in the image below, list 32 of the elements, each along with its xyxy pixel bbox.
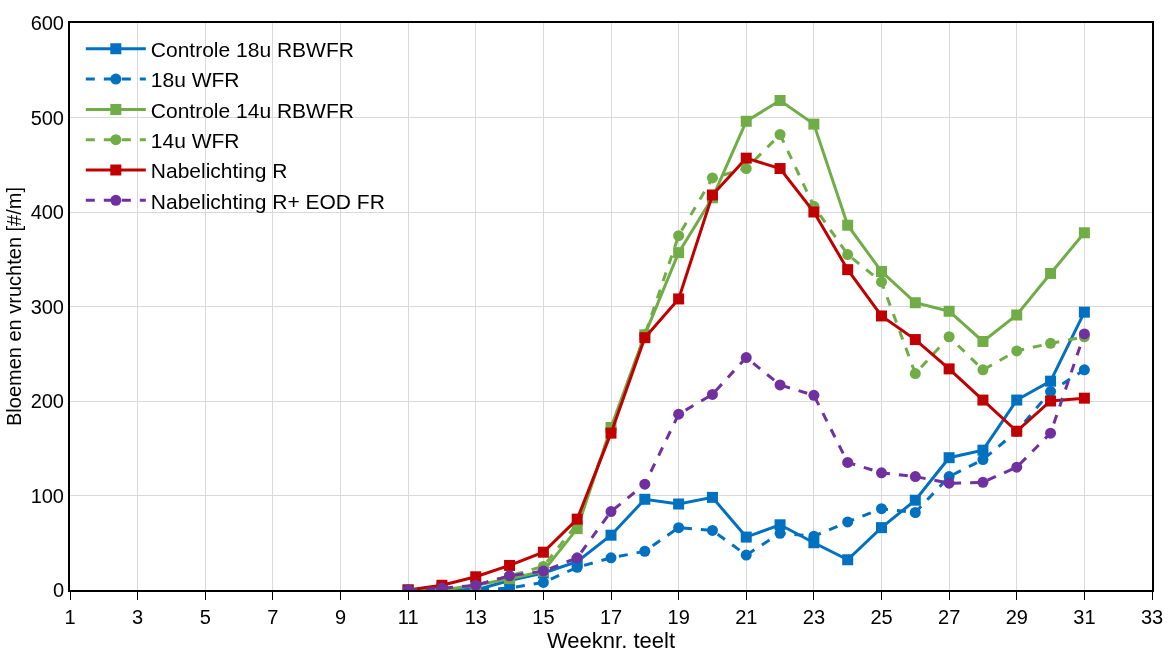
y-tick-label: 600 xyxy=(30,12,64,34)
y-tick-label: 400 xyxy=(30,201,64,223)
x-tick-label: 9 xyxy=(334,606,347,628)
legend-label: Nabelichting R+ EOD FR xyxy=(150,189,385,213)
x-tick-label: 17 xyxy=(599,606,623,628)
x-tick-label: 15 xyxy=(532,606,555,628)
legend-label: Nabelichting R xyxy=(150,159,288,183)
x-tick-label: 7 xyxy=(267,606,279,628)
y-tick-label: 100 xyxy=(30,484,64,507)
x-tick-label: 1 xyxy=(64,606,76,628)
legend-label: 18u WFR xyxy=(150,68,240,92)
legend-label: Controle 14u RBWFR xyxy=(150,98,354,122)
x-tick-label: 3 xyxy=(132,606,144,628)
x-tick-label: 29 xyxy=(1005,606,1028,628)
x-tick-label: 21 xyxy=(735,606,758,628)
y-tick-label: 300 xyxy=(30,295,64,318)
x-tick-label: 33 xyxy=(1140,606,1164,628)
y-tick-label: 0 xyxy=(52,579,64,601)
legend-label: 14u WFR xyxy=(150,128,240,152)
x-axis-title: Weeknr. teelt xyxy=(547,628,675,653)
x-tick-label: 13 xyxy=(464,606,487,628)
legend-label: Controle 18u RBWFR xyxy=(150,38,354,62)
y-axis-title: Bloemen en vruchten [#/m] xyxy=(2,186,25,427)
x-tick-label: 27 xyxy=(938,606,961,628)
x-tick-label: 19 xyxy=(667,606,690,628)
x-tick-label: 11 xyxy=(397,606,419,628)
x-tick-label: 5 xyxy=(199,606,211,628)
x-tick-label: 25 xyxy=(870,606,893,628)
x-tick-label: 23 xyxy=(802,606,826,628)
y-tick-label: 500 xyxy=(30,106,64,129)
y-tick-label: 200 xyxy=(30,390,64,412)
x-tick-label: 31 xyxy=(1073,606,1096,628)
